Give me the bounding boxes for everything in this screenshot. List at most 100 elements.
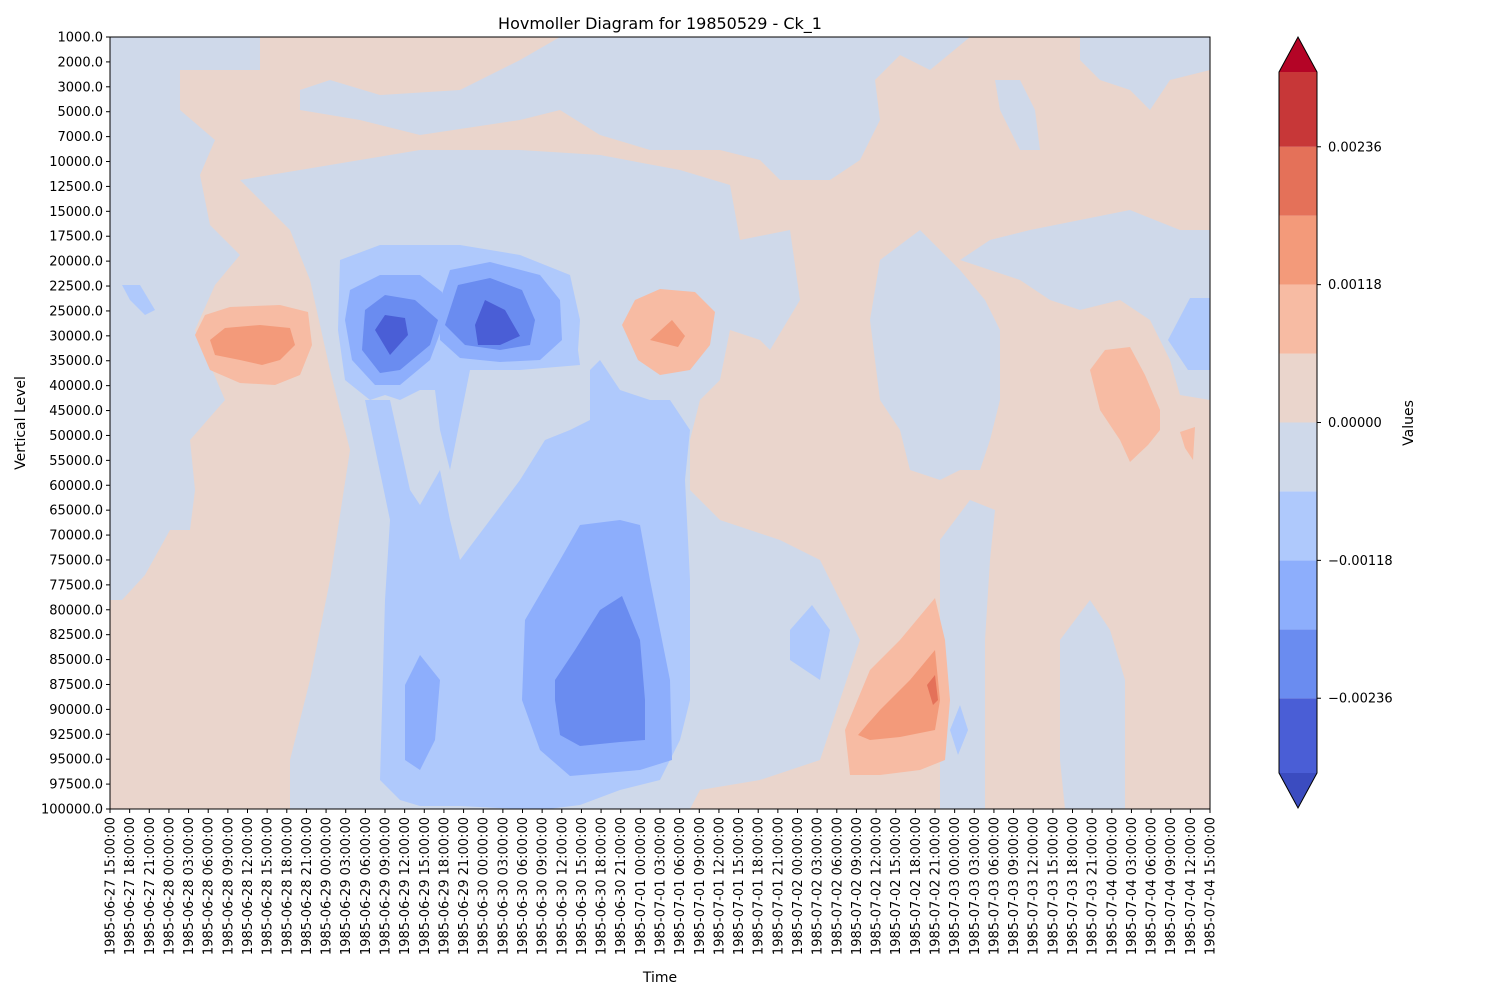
contour-positive-1-east-patch [1180, 427, 1195, 460]
y-tick-label: 65000.0 [49, 504, 103, 519]
x-tick-label: 1985-07-01 00:00:00 [634, 817, 649, 955]
y-tick-label: 3000.0 [58, 80, 104, 95]
x-axis-label: Time [642, 970, 677, 986]
contour-negative-1-west [122, 285, 155, 315]
x-tick-label: 1985-06-29 12:00:00 [398, 817, 413, 955]
colorbar: 0.00236 0.00118 0.00000 −0.00118 −0.00236 [1278, 35, 1393, 810]
y-tick-label: 87500.0 [49, 678, 103, 693]
contour-fields [110, 37, 1210, 809]
x-tick-label: 1985-06-28 12:00:00 [241, 817, 256, 955]
contour-positive-3-southeast [927, 675, 938, 705]
y-tick-label: 55000.0 [49, 454, 103, 469]
y-tick-label: 60000.0 [49, 479, 103, 494]
y-tick-label: 50000.0 [49, 429, 103, 444]
x-axis: 1985-06-27 15:00:00 1985-06-27 18:00:00 19… [104, 809, 1219, 955]
colorbar-tick-label: 0.00000 [1328, 416, 1382, 431]
x-tick-label: 1985-06-28 18:00:00 [280, 817, 295, 955]
contour-weak-negative-top-right [1080, 37, 1210, 110]
contour-negative-1-patch-a [790, 605, 830, 680]
x-tick-label: 1985-07-02 06:00:00 [830, 817, 845, 955]
x-tick-label: 1985-07-02 21:00:00 [929, 817, 944, 955]
x-tick-label: 1985-07-02 15:00:00 [889, 817, 904, 955]
x-tick-label: 1985-06-28 00:00:00 [162, 817, 177, 955]
colorbar-tick-label: 0.00236 [1328, 140, 1382, 155]
colorbar-segment [1279, 491, 1317, 561]
y-axis: 1000.0 2000.0 3000.0 5000.0 7000.0 10000.0 125… [41, 31, 110, 818]
y-tick-label: 17500.0 [49, 230, 103, 245]
x-tick-label: 1985-07-01 12:00:00 [712, 817, 727, 955]
x-tick-label: 1985-06-30 12:00:00 [555, 817, 570, 955]
contour-positive-2-southeast [858, 650, 940, 740]
x-tick-label: 1985-07-01 06:00:00 [673, 817, 688, 955]
x-tick-label: 1985-07-03 18:00:00 [1066, 817, 1081, 955]
x-tick-label: 1985-06-27 21:00:00 [143, 817, 158, 955]
x-tick-label: 1985-07-04 09:00:00 [1164, 817, 1179, 955]
y-tick-label: 15000.0 [49, 205, 103, 220]
contour-weak-negative-central [300, 37, 970, 180]
contour-negative-4-core-b [475, 300, 520, 345]
y-tick-label: 77500.0 [49, 578, 103, 593]
x-tick-label: 1985-06-29 09:00:00 [379, 817, 394, 955]
y-tick-label: 40000.0 [49, 379, 103, 394]
y-tick-label: 25000.0 [49, 304, 103, 319]
colorbar-segment [1279, 146, 1317, 216]
x-tick-label: 1985-07-02 00:00:00 [791, 817, 806, 955]
contour-negative-4-core-a [375, 315, 408, 355]
colorbar-tick-label: −0.00118 [1328, 554, 1393, 569]
y-tick-label: 75000.0 [49, 553, 103, 568]
x-tick-label: 1985-07-02 09:00:00 [850, 817, 865, 955]
chart-title: Hovmoller Diagram for 19850529 - Ck_1 [498, 14, 822, 34]
x-tick-label: 1985-07-04 00:00:00 [1105, 817, 1120, 955]
x-tick-label: 1985-06-29 15:00:00 [418, 817, 433, 955]
x-tick-label: 1985-06-29 18:00:00 [437, 817, 452, 955]
contour-weak-negative-patch [995, 80, 1040, 150]
colorbar-segment [1279, 215, 1317, 285]
x-tick-label: 1985-06-27 15:00:00 [104, 817, 119, 955]
contour-weak-negative-east-lower-2 [1060, 600, 1125, 809]
contour-weak-negative-west [110, 37, 260, 600]
colorbar-segment [1279, 698, 1317, 773]
contour-negative-1-east [1168, 298, 1210, 370]
x-tick-label: 1985-07-02 18:00:00 [909, 817, 924, 955]
y-tick-label: 1000.0 [58, 31, 104, 46]
x-tick-label: 1985-06-28 09:00:00 [221, 817, 236, 955]
y-tick-label: 85000.0 [49, 653, 103, 668]
colorbar-outline [1278, 35, 1318, 810]
x-tick-label: 1985-06-29 03:00:00 [339, 817, 354, 955]
x-tick-label: 1985-06-28 03:00:00 [182, 817, 197, 955]
y-tick-label: 80000.0 [49, 603, 103, 618]
y-tick-label: 90000.0 [49, 703, 103, 718]
x-tick-label: 1985-06-28 15:00:00 [261, 817, 276, 955]
x-tick-label: 1985-07-03 00:00:00 [948, 817, 963, 955]
colorbar-tick-label: 0.00118 [1328, 278, 1382, 293]
y-tick-label: 70000.0 [49, 529, 103, 544]
contour-positive-2-central [650, 320, 685, 347]
x-tick-label: 1985-07-02 03:00:00 [811, 817, 826, 955]
y-tick-label: 22500.0 [49, 280, 103, 295]
x-tick-label: 1985-06-30 21:00:00 [614, 817, 629, 955]
y-tick-label: 12500.0 [49, 180, 103, 195]
x-tick-label: 1985-07-04 12:00:00 [1184, 817, 1199, 955]
x-tick-label: 1985-06-30 15:00:00 [575, 817, 590, 955]
x-tick-label: 1985-06-27 18:00:00 [123, 817, 138, 955]
x-tick-label: 1985-07-03 12:00:00 [1027, 817, 1042, 955]
colorbar-segment [1279, 629, 1317, 699]
x-tick-label: 1985-07-03 09:00:00 [1007, 817, 1022, 955]
y-tick-label: 5000.0 [58, 105, 104, 120]
x-tick-label: 1985-06-28 21:00:00 [300, 817, 315, 955]
colorbar-segment [1279, 422, 1317, 492]
colorbar-tick-label: −0.00236 [1328, 692, 1393, 707]
contour-negative-3-lower [555, 596, 645, 746]
contour-positive-2-west [210, 325, 295, 365]
x-tick-label: 1985-07-03 06:00:00 [987, 817, 1002, 955]
contour-weak-negative-east-upper [960, 210, 1210, 400]
contour-negative-2-patch [405, 655, 440, 770]
y-tick-label: 35000.0 [49, 354, 103, 369]
contour-weak-negative-east-mid [870, 230, 1000, 480]
x-tick-label: 1985-07-01 15:00:00 [732, 817, 747, 955]
y-tick-label: 30000.0 [49, 329, 103, 344]
x-tick-label: 1985-06-29 00:00:00 [320, 817, 335, 955]
colorbar-label: Values [1401, 400, 1417, 446]
x-tick-label: 1985-07-02 12:00:00 [870, 817, 885, 955]
y-tick-label: 7000.0 [58, 130, 104, 145]
